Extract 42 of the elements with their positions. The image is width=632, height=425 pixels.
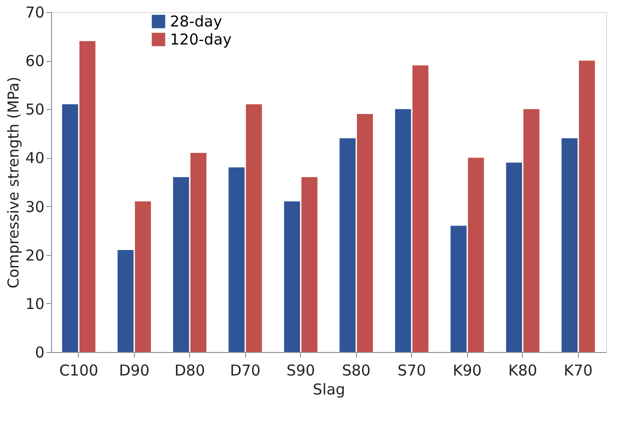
bar — [190, 152, 206, 352]
y-tick-label: 50 — [25, 100, 44, 119]
x-tick-label: D90 — [118, 362, 150, 380]
legend-label: 120-day — [170, 30, 232, 48]
y-tick-label: 40 — [25, 149, 44, 168]
bar — [578, 60, 595, 352]
bar — [118, 250, 134, 352]
x-tick-label: D80 — [174, 362, 206, 380]
bar — [506, 162, 522, 352]
x-tick-label: K80 — [508, 362, 538, 380]
y-tick-label: 0 — [34, 344, 44, 362]
x-tick-label: S70 — [397, 362, 426, 380]
bar — [246, 104, 262, 352]
bar — [62, 104, 78, 352]
x-tick-label: S90 — [286, 362, 316, 380]
bar — [562, 138, 578, 352]
y-tick-label: 30 — [25, 198, 44, 216]
y-tick-label: 70 — [25, 4, 44, 22]
x-tick-label: C100 — [59, 362, 98, 380]
y-tick-label: 60 — [25, 52, 44, 70]
bar — [412, 65, 428, 352]
bar — [173, 177, 190, 352]
bar — [468, 158, 484, 352]
y-tick-label: 10 — [25, 294, 44, 313]
y-tick-label: 20 — [25, 246, 44, 264]
x-tick-label: K90 — [452, 362, 482, 380]
bar — [134, 201, 151, 352]
x-tick-label: S80 — [342, 362, 371, 380]
bar — [340, 138, 356, 352]
bar — [356, 114, 373, 352]
bar — [395, 109, 412, 352]
y-axis-title: Compressive strength (MPa) — [4, 76, 22, 288]
bar — [284, 201, 300, 352]
x-tick-label: K70 — [564, 362, 593, 380]
bar — [450, 226, 467, 352]
bar — [228, 167, 245, 352]
x-tick-label: D70 — [230, 362, 261, 380]
legend-label: 28-day — [170, 12, 222, 30]
bar — [523, 109, 540, 352]
x-axis-title: Slag — [312, 380, 346, 398]
bar — [301, 177, 318, 352]
bar — [79, 41, 96, 352]
